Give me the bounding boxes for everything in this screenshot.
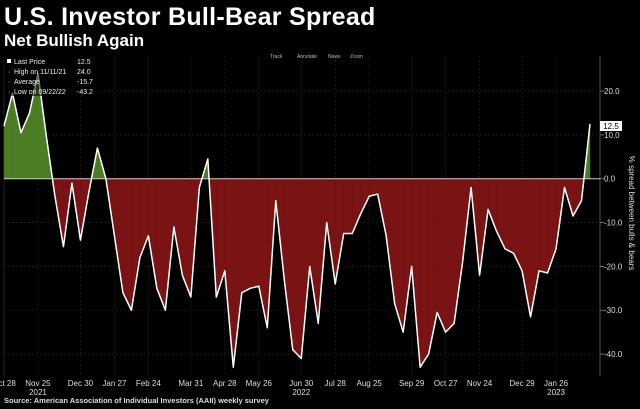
area-segment	[335, 178, 344, 284]
x-tick-label: Jun 30	[289, 379, 314, 388]
area-segment	[292, 178, 302, 359]
y-axis-title: % spread between bulls & bears	[627, 156, 636, 271]
x-tick-label: Nov 25	[25, 379, 51, 388]
last-value-badge: 12.5	[600, 121, 622, 131]
x-tick-label: Jul 28	[325, 379, 347, 388]
area-segment	[216, 178, 226, 298]
x-tick-label: Dec 30	[68, 379, 94, 388]
area-segment	[131, 178, 141, 311]
area-segment	[496, 178, 506, 249]
area-segment	[343, 178, 353, 234]
area-segment	[436, 178, 446, 333]
legend-value-last-price: 12.5	[77, 59, 91, 66]
area-segment	[3, 93, 13, 179]
x-year-label: 2023	[547, 388, 565, 397]
x-tick-label: Aug 25	[357, 379, 383, 388]
area-segment	[419, 178, 429, 368]
legend-value-low: -43.2	[77, 89, 93, 96]
legend-background	[4, 56, 100, 96]
legend-label-average: Average	[14, 79, 40, 86]
chart-subtitle: Net Bullish Again	[4, 31, 145, 50]
y-tick-label: -20.0	[604, 262, 623, 271]
area-segment	[504, 178, 514, 254]
y-axis: 20.0 10.0 0.0 -10.0 -20.0 -30.0 -40.0	[600, 87, 623, 359]
area-segment	[445, 178, 455, 333]
legend-swatch	[7, 59, 11, 63]
area-segment	[428, 178, 438, 355]
last-value-badge-bg	[600, 121, 622, 131]
area-segment	[301, 178, 310, 359]
legend-label-high: High on 11/11/21	[14, 69, 66, 76]
area-segment	[360, 178, 370, 214]
x-tick-label: Jan 27	[102, 379, 127, 388]
toolbar-annotate-button[interactable]: Annotate	[297, 54, 317, 60]
x-tick-label: May 26	[246, 379, 273, 388]
area-fills	[3, 73, 591, 368]
area-segment	[284, 178, 293, 350]
x-year-label: 2021	[29, 388, 47, 397]
y-tick-label: 10.0	[604, 131, 620, 140]
x-tick-label: Dec 29	[509, 379, 535, 388]
x-tick-label: Mar 31	[178, 379, 203, 388]
x-tick-label: Oct 27	[434, 379, 458, 388]
last-value-label: 12.5	[603, 122, 619, 131]
area-segment	[572, 178, 582, 217]
legend-label-low: Low on 09/22/22	[14, 89, 66, 96]
area-segment	[224, 178, 234, 368]
area-segment	[241, 178, 251, 294]
y-tick-label: -10.0	[604, 219, 623, 228]
legend-label-last-price: Last Price	[14, 59, 45, 66]
source-note: Source: American Association of Individu…	[4, 396, 269, 405]
bull-bear-spread-line	[3, 72, 591, 368]
y-tick-label: 20.0	[604, 87, 620, 96]
legend-marker-low: ·	[8, 89, 10, 96]
area-segment	[250, 178, 259, 289]
area-segment	[148, 178, 158, 289]
legend-value-average: -15.7	[77, 79, 93, 86]
area-segment	[309, 178, 319, 324]
series-line	[3, 72, 591, 368]
area-segment	[453, 178, 463, 324]
area-segment	[538, 178, 548, 274]
area-segment	[122, 178, 132, 311]
x-axis: Oct 28 Nov 25 Dec 30 Jan 27 Feb 24 Mar 31 Apr …	[0, 379, 569, 397]
y-tick-label: -40.0	[604, 350, 623, 359]
area-segment	[487, 178, 497, 232]
x-tick-label: Feb 24	[136, 379, 161, 388]
legend: Last Price 12.5 · High on 11/11/21 24.0 …	[4, 56, 100, 96]
chart-toolbar: Track Annotate News Zoom	[270, 54, 363, 60]
x-tick-label: Nov 24	[467, 379, 493, 388]
area-segment	[114, 178, 124, 293]
toolbar-news-button[interactable]: News	[328, 54, 341, 60]
x-tick-label: Sep 29	[399, 379, 425, 388]
legend-marker-average: ·	[8, 79, 10, 86]
x-tick-label: Oct 28	[0, 379, 16, 388]
area-segment	[233, 178, 242, 368]
area-segment	[402, 178, 412, 333]
x-tick-label: Apr 28	[213, 379, 237, 388]
legend-value-high: 24.0	[77, 69, 91, 76]
area-segment	[173, 178, 183, 276]
y-tick-label: -30.0	[604, 306, 623, 315]
x-tick-label: Jan 26	[544, 379, 569, 388]
toolbar-zoom-button[interactable]: Zoom	[350, 54, 363, 60]
legend-marker-high: ·	[8, 69, 10, 76]
toolbar-track-button[interactable]: Track	[270, 54, 283, 60]
chart-title: U.S. Investor Bull-Bear Spread	[4, 3, 376, 31]
area-segment	[12, 93, 22, 179]
y-tick-label: 0.0	[604, 175, 616, 184]
x-year-label: 2022	[292, 388, 310, 397]
